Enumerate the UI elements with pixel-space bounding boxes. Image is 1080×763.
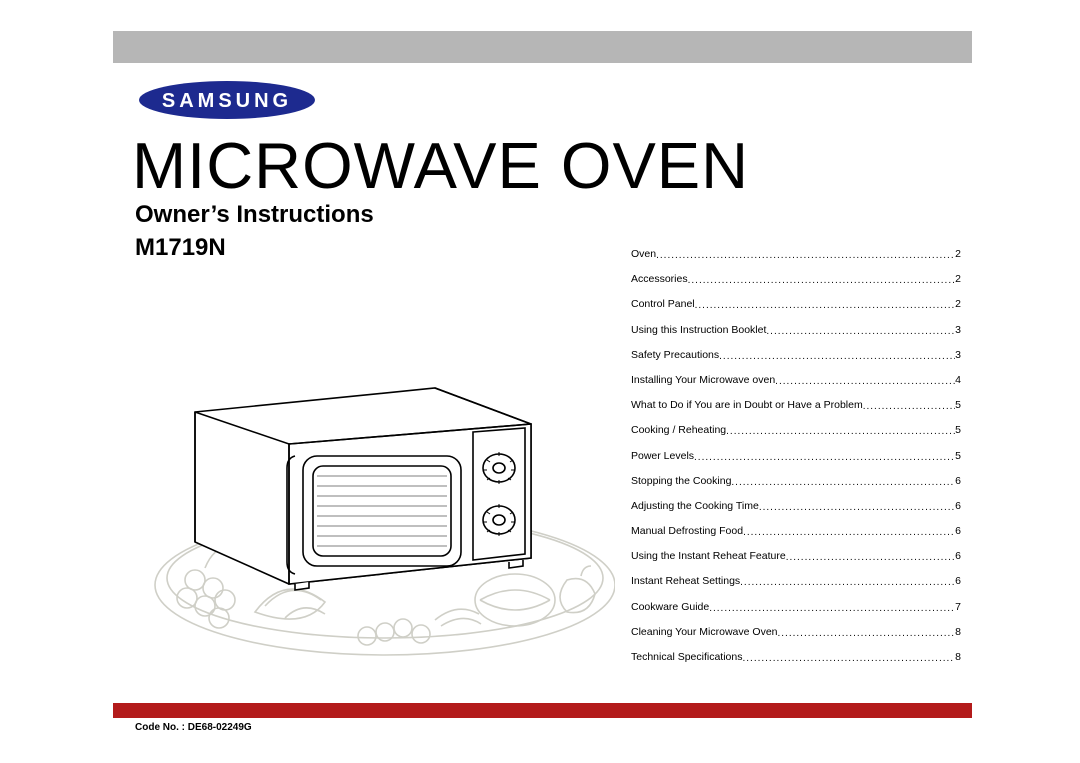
toc-page-number: 6 [955, 551, 961, 562]
toc-page-number: 6 [955, 576, 961, 587]
toc-label: Adjusting the Cooking Time [631, 501, 759, 512]
toc-page-number: 2 [955, 299, 961, 310]
manual-cover-page: SAMSUNG MICROWAVE OVEN Owner’s Instructi… [0, 0, 1080, 763]
toc-leader-dots [742, 654, 955, 664]
model-number: M1719N [135, 234, 226, 262]
top-accent-bar [113, 31, 972, 63]
toc-leader-dots [719, 352, 955, 362]
toc-row: Control Panel 2 [631, 299, 961, 310]
toc-page-number: 6 [955, 526, 961, 537]
toc-row: Cooking / Reheating 5 [631, 425, 961, 436]
toc-row: Safety Precautions 3 [631, 350, 961, 361]
toc-row: Using the Instant Reheat Feature 6 [631, 551, 961, 562]
toc-label: Using the Instant Reheat Feature [631, 551, 786, 562]
code-number: Code No. : DE68-02249G [135, 722, 252, 733]
toc-page-number: 6 [955, 501, 961, 512]
toc-row: Oven 2 [631, 249, 961, 260]
toc-row: Adjusting the Cooking Time 6 [631, 501, 961, 512]
toc-leader-dots [731, 478, 955, 488]
toc-row: Stopping the Cooking 6 [631, 476, 961, 487]
toc-page-number: 3 [955, 325, 961, 336]
toc-leader-dots [688, 276, 956, 286]
toc-label: Using this Instruction Booklet [631, 325, 766, 336]
toc-label: Power Levels [631, 451, 694, 462]
toc-leader-dots [740, 578, 955, 588]
toc-page-number: 3 [955, 350, 961, 361]
toc-row: Accessories 2 [631, 274, 961, 285]
samsung-logo: SAMSUNG [137, 80, 317, 120]
toc-label: Cooking / Reheating [631, 425, 726, 436]
toc-leader-dots [778, 629, 956, 639]
toc-label: What to Do if You are in Doubt or Have a… [631, 400, 863, 411]
toc-page-number: 5 [955, 425, 961, 436]
toc-row: Manual Defrosting Food 6 [631, 526, 961, 537]
toc-row: Installing Your Microwave oven 4 [631, 375, 961, 386]
toc-label: Technical Specifications [631, 652, 742, 663]
toc-label: Instant Reheat Settings [631, 576, 740, 587]
toc-label: Control Panel [631, 299, 695, 310]
toc-row: Cookware Guide 7 [631, 602, 961, 613]
table-of-contents: Oven 2 Accessories 2 Control Panel 2 Using thi… [631, 249, 961, 677]
toc-label: Oven [631, 249, 656, 260]
document-subtitle: Owner’s Instructions [135, 201, 374, 229]
toc-leader-dots [743, 528, 955, 538]
toc-leader-dots [694, 453, 955, 463]
toc-page-number: 8 [955, 652, 961, 663]
toc-page-number: 6 [955, 476, 961, 487]
toc-label: Cleaning Your Microwave Oven [631, 627, 778, 638]
logo-text: SAMSUNG [162, 90, 292, 112]
toc-leader-dots [726, 427, 955, 437]
toc-leader-dots [786, 553, 955, 563]
toc-leader-dots [695, 301, 956, 311]
toc-row: Cleaning Your Microwave Oven 8 [631, 627, 961, 638]
toc-label: Accessories [631, 274, 688, 285]
toc-row: What to Do if You are in Doubt or Have a… [631, 400, 961, 411]
toc-leader-dots [759, 503, 955, 513]
toc-page-number: 5 [955, 400, 961, 411]
toc-label: Installing Your Microwave oven [631, 375, 775, 386]
bottom-accent-bar [113, 703, 972, 718]
toc-label: Safety Precautions [631, 350, 719, 361]
toc-page-number: 2 [955, 249, 961, 260]
microwave-drawing [195, 388, 531, 590]
toc-row: Using this Instruction Booklet 3 [631, 325, 961, 336]
toc-row: Instant Reheat Settings 6 [631, 576, 961, 587]
toc-leader-dots [863, 402, 955, 412]
toc-label: Stopping the Cooking [631, 476, 731, 487]
toc-page-number: 7 [955, 602, 961, 613]
toc-label: Manual Defrosting Food [631, 526, 743, 537]
toc-leader-dots [709, 604, 955, 614]
toc-page-number: 2 [955, 274, 961, 285]
toc-row: Power Levels 5 [631, 451, 961, 462]
toc-page-number: 5 [955, 451, 961, 462]
toc-leader-dots [766, 327, 955, 337]
toc-leader-dots [656, 251, 955, 261]
toc-leader-dots [775, 377, 955, 387]
toc-label: Cookware Guide [631, 602, 709, 613]
product-title: MICROWAVE OVEN [132, 128, 749, 203]
toc-page-number: 8 [955, 627, 961, 638]
toc-page-number: 4 [955, 375, 961, 386]
toc-row: Technical Specifications 8 [631, 652, 961, 663]
cover-illustration [135, 370, 615, 670]
